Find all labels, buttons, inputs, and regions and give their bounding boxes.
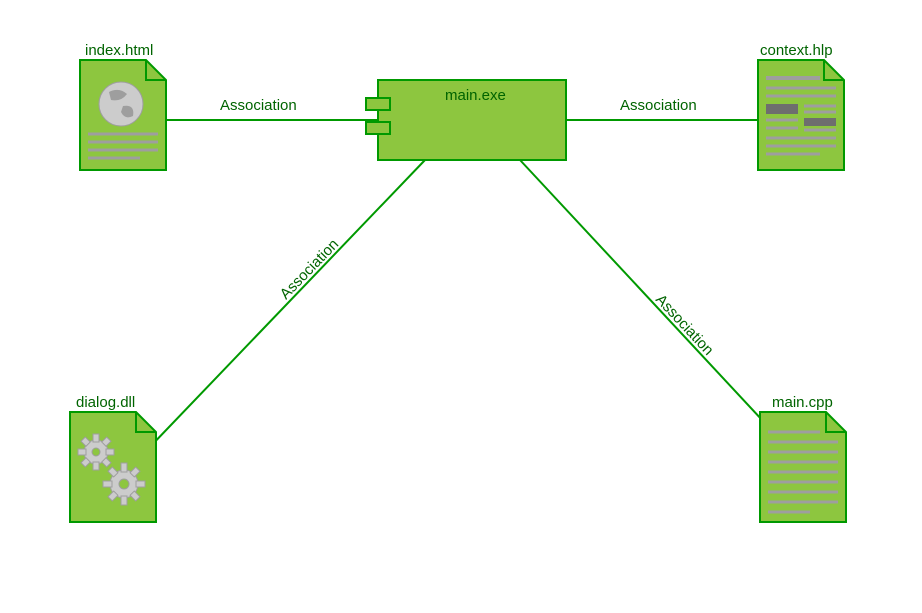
file-context-hlp: context.hlp <box>758 42 844 170</box>
edge-line <box>147 160 425 450</box>
file-index-html: index.html <box>80 42 166 170</box>
edge-label: Association <box>277 236 343 303</box>
edge-label: Association <box>652 291 717 359</box>
file-label: dialog.dll <box>76 394 135 411</box>
file-label: index.html <box>85 42 153 59</box>
file-dialog-dll: dialog.dll <box>70 394 156 522</box>
globe-icon <box>99 82 143 126</box>
edge-label: Association <box>220 97 297 114</box>
component-label: main.exe <box>445 87 506 104</box>
file-label: context.hlp <box>760 42 833 59</box>
edge-label: Association <box>620 97 697 114</box>
file-main-cpp: main.cpp <box>760 394 846 522</box>
uml-diagram-canvas: Association Association Association Asso… <box>0 0 922 613</box>
file-label: main.cpp <box>772 394 833 411</box>
component-main-exe: main.exe <box>366 80 566 160</box>
